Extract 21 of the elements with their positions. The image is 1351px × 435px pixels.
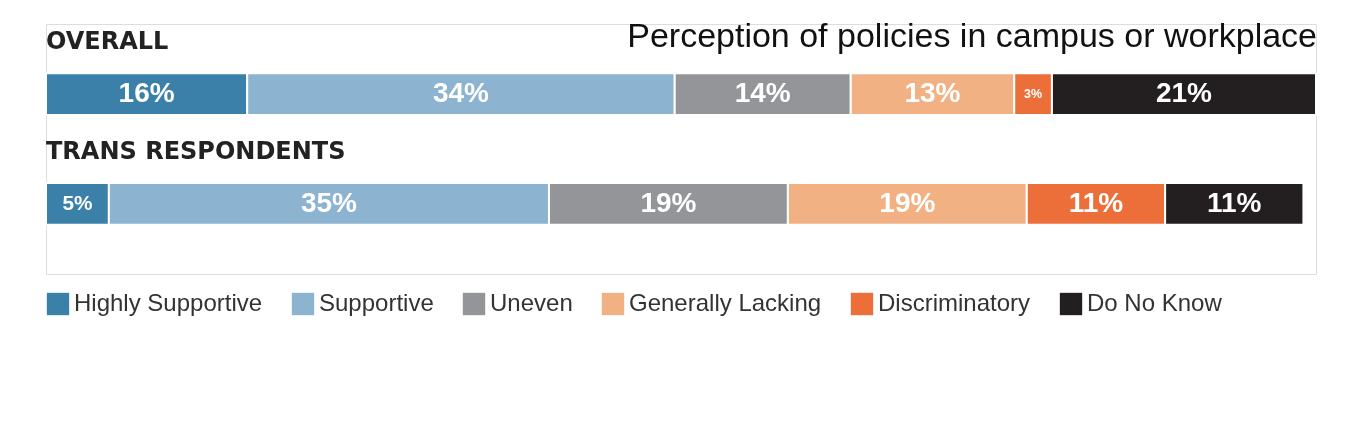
chart-title: Perception of policies in campus or workplace	[627, 16, 1317, 54]
data-label: 34%	[432, 77, 490, 109]
y-tick-label: OVERALL	[46, 27, 169, 56]
legend-label: Discriminatory	[878, 289, 1031, 316]
data-label: 5%	[62, 190, 93, 214]
data-label: 19%	[879, 186, 936, 218]
legend-label: Highly Supportive	[74, 289, 263, 316]
data-label: 3%	[1024, 87, 1043, 102]
legend-label: Generally Lacking	[629, 289, 822, 316]
legend-label: Do No Know	[1087, 289, 1223, 316]
data-label: 14%	[734, 77, 791, 109]
data-label: 13%	[904, 77, 961, 109]
data-label: 11%	[1068, 186, 1124, 218]
data-label: 11%	[1207, 186, 1262, 218]
data-label: 16%	[118, 77, 175, 109]
y-tick-label: TRANS RESPONDENTS	[46, 136, 346, 165]
data-label: 19%	[640, 186, 697, 218]
legend-label: Uneven	[490, 289, 573, 316]
legend-label: Supportive	[319, 289, 434, 316]
data-label: 21%	[1155, 77, 1213, 109]
data-label: 35%	[300, 186, 358, 218]
